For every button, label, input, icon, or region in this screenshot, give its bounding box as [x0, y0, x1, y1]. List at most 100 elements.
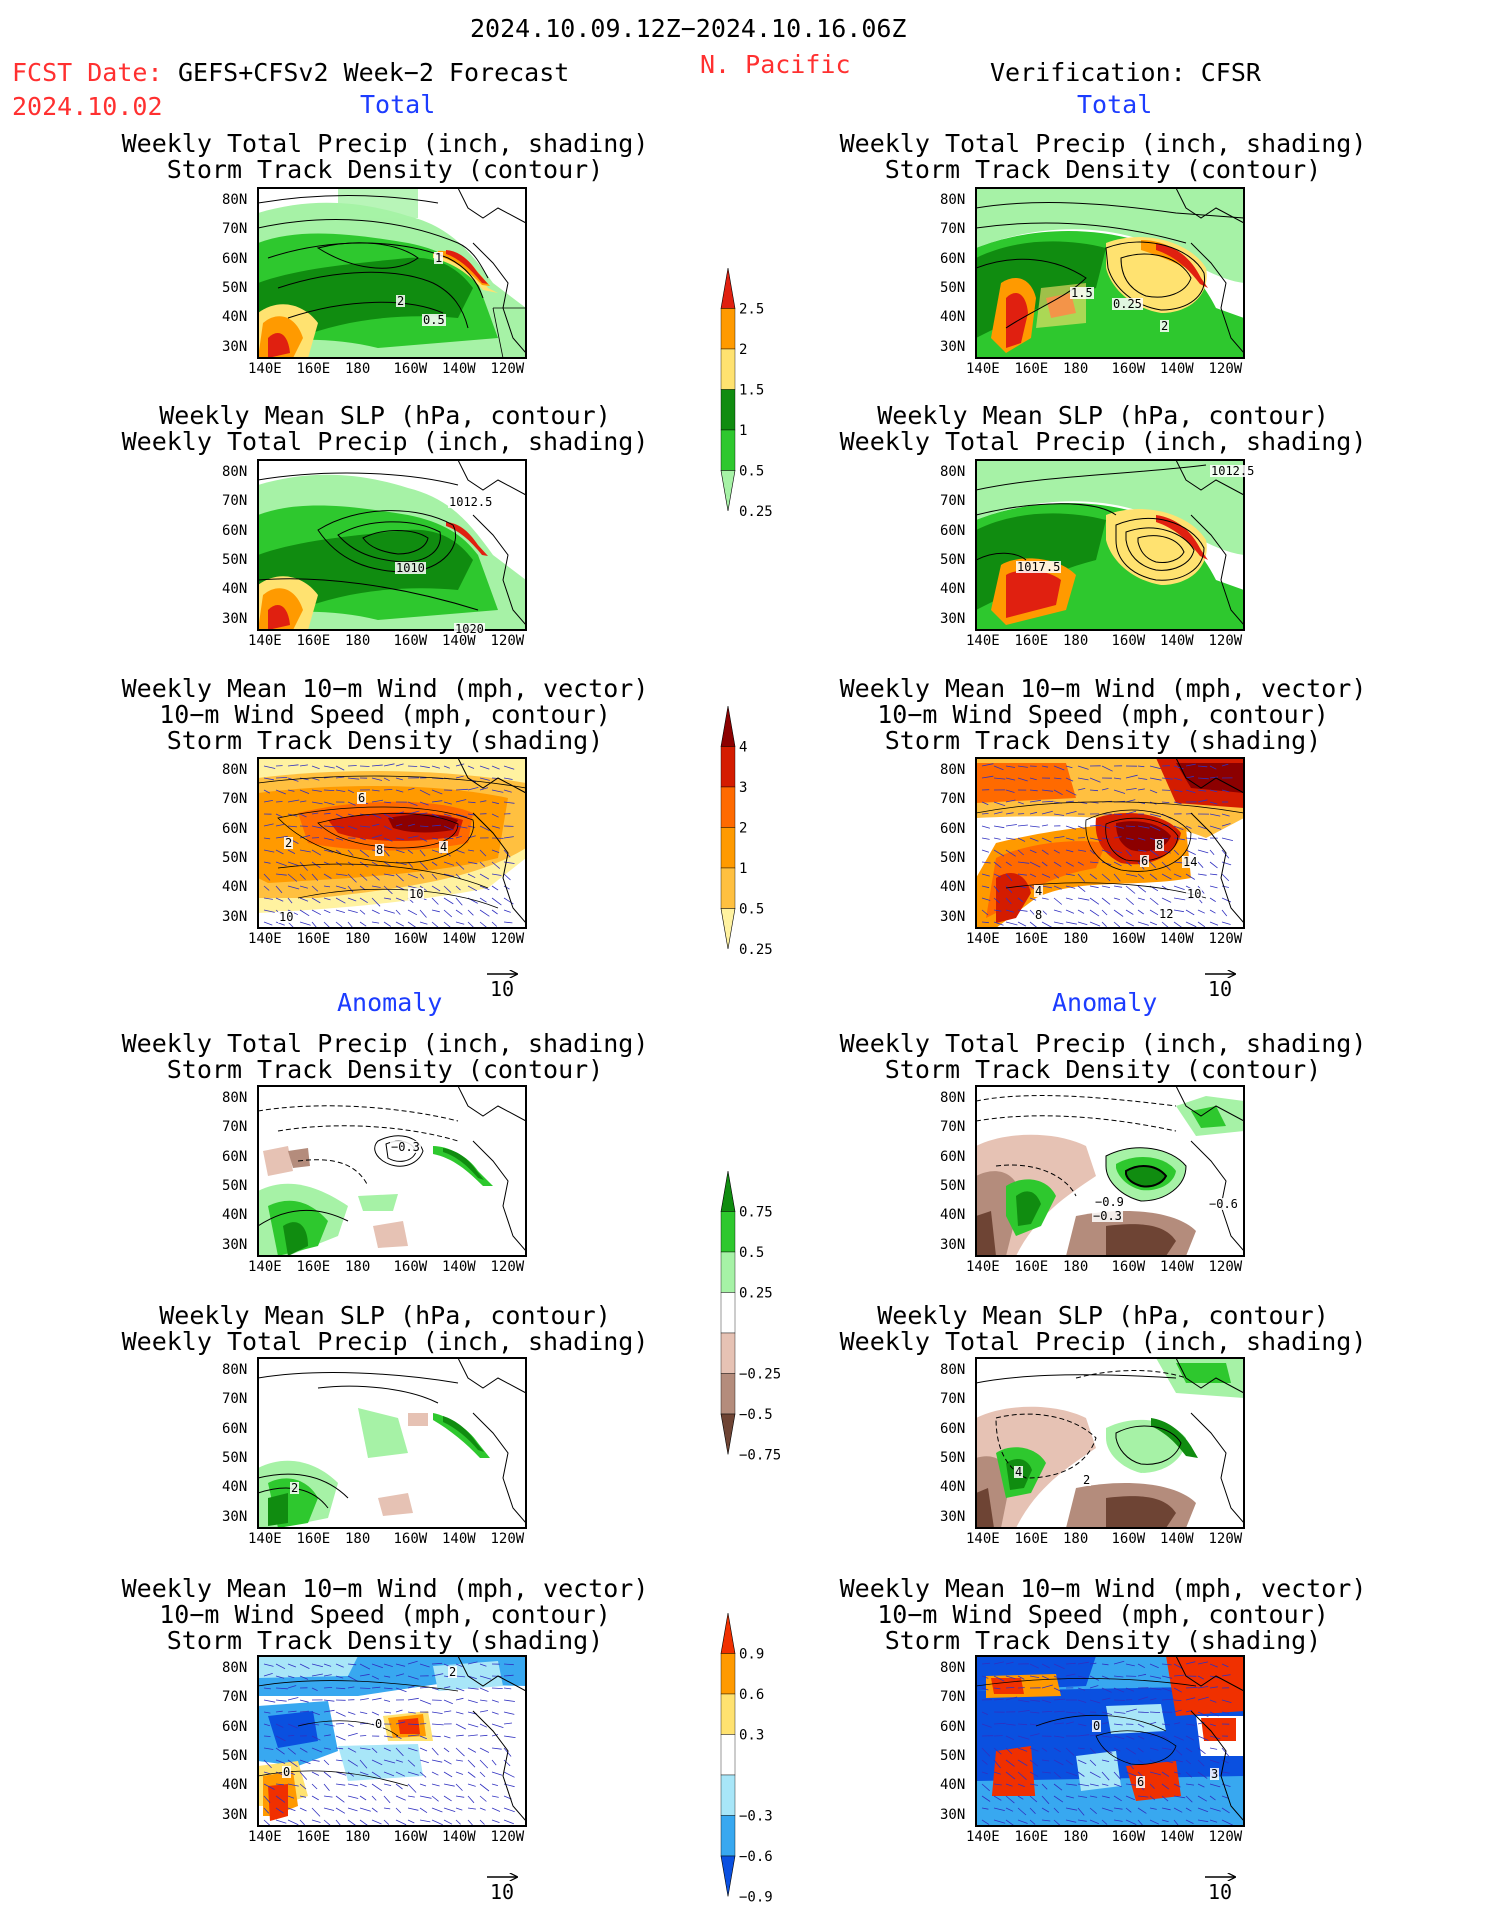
wind-vector [1209, 825, 1222, 830]
wind-vector [275, 789, 286, 795]
wind-vector [383, 763, 395, 767]
wind-vector [479, 897, 487, 903]
wind-vector [1173, 1674, 1185, 1677]
wind-vector [1173, 765, 1184, 770]
colorbar-cap-top [720, 1170, 736, 1212]
colorbar-precip-total: 2.5 2 1.5 1 0.5 0.25 [720, 267, 773, 520]
wind-vector [359, 765, 370, 767]
wind-vector [1149, 1721, 1157, 1725]
wind-vector [503, 801, 515, 804]
wind-vector [993, 777, 1006, 780]
wind-vector [1173, 921, 1182, 928]
title-r3-line2: 10−m Wind Speed (mph, contour) [877, 700, 1329, 729]
wind-vector [993, 1698, 1004, 1701]
lat-tick-r3-2: 60N [940, 820, 966, 837]
wind-vector [263, 777, 274, 781]
wind-vector [1101, 1711, 1113, 1715]
wind-vector [1197, 1819, 1209, 1823]
colorbar-swatch [720, 1292, 736, 1334]
wind-vector [311, 1771, 320, 1776]
title-l3-line3: Storm Track Density (shading) [166, 726, 604, 755]
wind-vector [359, 1663, 371, 1670]
wind-vector [1149, 1819, 1160, 1825]
wind-vector [479, 1687, 489, 1692]
wind-vector [419, 1783, 427, 1787]
wind-vector [1197, 777, 1209, 780]
wind-vector [1125, 873, 1138, 877]
wind-vector [1101, 1687, 1112, 1693]
frame-l3 [257, 757, 527, 929]
wind-vector [981, 775, 994, 779]
wind-vector [1089, 824, 1102, 827]
wind-vector [1125, 1807, 1132, 1813]
wind-vector [981, 1662, 991, 1665]
wind-vector [275, 921, 285, 926]
colorbar-label: 0.5 [739, 464, 764, 480]
colorbar-label: 0.5 [739, 1245, 764, 1261]
wind-vector [275, 1687, 288, 1690]
wind-vector [371, 885, 381, 888]
wind-vector [1041, 800, 1054, 803]
wind-vector [1125, 1708, 1137, 1713]
wind-vector [1161, 1698, 1174, 1701]
wind-vector [431, 837, 439, 840]
wind-vector [1077, 1747, 1085, 1750]
wind-vector [359, 1698, 369, 1701]
wind-vector [1185, 1735, 1195, 1741]
wind-vector [1089, 1685, 1099, 1689]
wind-vector [395, 1709, 403, 1713]
wind-vector [1029, 811, 1038, 815]
wind-vector [1053, 1747, 1061, 1753]
wind-vector [1173, 909, 1184, 913]
wind-vector [1029, 1771, 1039, 1777]
lat-tick-l5-5: 30N [222, 1508, 248, 1525]
contour-label-r4-0: −0.9 [1094, 1195, 1125, 1209]
wind-vector [1041, 1795, 1050, 1805]
lon-tick-r6-0: 140E [966, 1829, 1000, 1845]
wind-vector [1077, 1675, 1087, 1679]
wind-vector [335, 825, 345, 829]
wind-vector [1149, 1747, 1159, 1751]
wind-vector [1113, 1807, 1123, 1810]
wind-vector [407, 1807, 419, 1811]
wind-vector [479, 777, 490, 781]
wind-vector [981, 801, 989, 806]
wind-vector [1197, 1795, 1208, 1802]
wind-vector [1197, 799, 1208, 803]
lon-tick-l1-5: 120W [490, 361, 525, 377]
lat-tick-l2-4: 40N [222, 581, 248, 598]
colorbar-swatch [720, 1373, 736, 1415]
wind-vector [371, 1819, 382, 1825]
wind-vector [311, 1819, 321, 1823]
wind-vector [993, 885, 1000, 893]
wind-vector [1173, 897, 1186, 901]
title-r2-line2: Weekly Total Precip (inch, shading) [839, 427, 1367, 456]
wind-vector [371, 834, 383, 839]
wind-vector [1065, 1721, 1074, 1725]
wind-vector [371, 764, 383, 767]
lon-tick-l5-0: 140E [248, 1531, 282, 1547]
wind-vector [981, 861, 991, 864]
wind-vector [311, 897, 321, 904]
wind-vector [1005, 1735, 1015, 1741]
wind-vector [491, 1771, 503, 1776]
wind-vector [419, 1663, 430, 1668]
wind-vector [467, 1723, 479, 1728]
wind-vector [1029, 825, 1040, 828]
contour-label-r4-1: −0.3 [1092, 1209, 1123, 1223]
wind-vector [287, 1759, 298, 1768]
wind-vector [1041, 897, 1049, 900]
wind-vector [1185, 1771, 1193, 1778]
lat-tick-r5-0: 80N [940, 1362, 966, 1378]
wind-vector [383, 1759, 396, 1764]
wind-vector [1197, 765, 1208, 768]
lon-tick-l3-2: 180 [345, 931, 371, 947]
lon-tick-l5-1: 160E [296, 1531, 331, 1547]
wind-vector [1041, 885, 1052, 889]
lat-tick-l2-3: 50N [222, 551, 248, 568]
wind-vector [1113, 1759, 1121, 1762]
wind-vector [479, 1783, 490, 1792]
contour-label-r4-2: −0.6 [1208, 1197, 1239, 1211]
wind-vector [1113, 789, 1126, 794]
wind-vector [359, 897, 368, 904]
